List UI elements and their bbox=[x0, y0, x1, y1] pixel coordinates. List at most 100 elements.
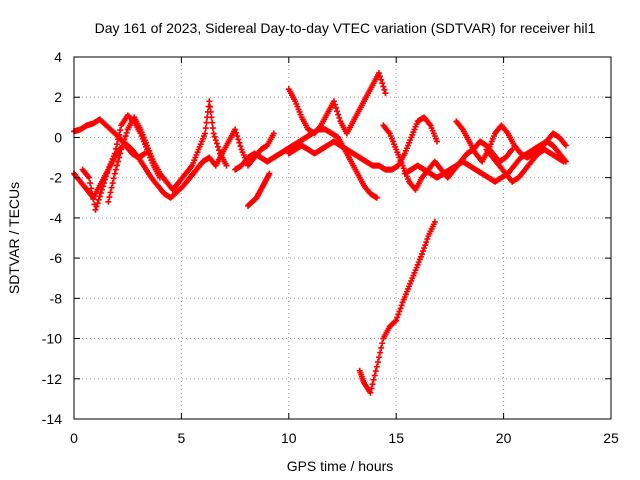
data-point bbox=[106, 194, 113, 201]
data-point bbox=[120, 139, 127, 146]
data-point bbox=[93, 203, 100, 210]
data-point bbox=[372, 368, 379, 375]
data-point bbox=[270, 130, 277, 137]
data-point bbox=[377, 349, 384, 356]
data-point bbox=[101, 180, 108, 187]
data-point bbox=[330, 98, 337, 105]
data-point bbox=[234, 133, 241, 140]
series-arc-n bbox=[483, 146, 567, 185]
data-point bbox=[398, 302, 405, 309]
data-point bbox=[376, 354, 383, 361]
data-point bbox=[368, 385, 375, 392]
data-point bbox=[394, 314, 401, 321]
data-point bbox=[111, 150, 118, 157]
y-tick-label: -14 bbox=[42, 411, 62, 427]
x-axis-label: GPS time / hours bbox=[287, 458, 394, 474]
y-tick-label: -8 bbox=[50, 290, 63, 306]
data-point bbox=[333, 104, 340, 111]
data-point bbox=[378, 344, 385, 351]
data-point bbox=[382, 90, 389, 97]
data-point bbox=[369, 381, 376, 388]
data-point bbox=[209, 125, 216, 132]
data-point bbox=[376, 70, 383, 77]
data-point bbox=[115, 158, 122, 165]
data-point bbox=[223, 162, 230, 169]
data-point bbox=[94, 200, 101, 207]
data-point bbox=[379, 80, 386, 87]
data-point bbox=[213, 140, 220, 147]
data-point bbox=[560, 158, 567, 165]
x-tick-label: 10 bbox=[281, 430, 297, 446]
data-point bbox=[110, 175, 117, 182]
data-point bbox=[232, 126, 239, 133]
chart-title: Day 161 of 2023, Sidereal Day-to-day VTE… bbox=[95, 20, 596, 36]
data-point bbox=[115, 136, 122, 143]
series-arc-e bbox=[186, 126, 277, 181]
data-point bbox=[103, 173, 110, 180]
data-point bbox=[86, 174, 93, 181]
data-point bbox=[105, 198, 112, 205]
data-point bbox=[118, 146, 125, 153]
data-point bbox=[423, 239, 430, 246]
data-point bbox=[392, 318, 399, 325]
data-point bbox=[98, 186, 105, 193]
data-point bbox=[207, 108, 214, 115]
data-point bbox=[393, 317, 400, 324]
data-point bbox=[121, 136, 128, 143]
series-arc-f bbox=[244, 170, 273, 209]
data-point bbox=[509, 146, 516, 153]
data-point bbox=[203, 119, 210, 126]
data-point bbox=[214, 143, 221, 150]
data-point bbox=[434, 138, 441, 145]
data-point bbox=[117, 127, 124, 134]
data-point bbox=[370, 376, 377, 383]
data-point bbox=[99, 183, 106, 190]
data-point bbox=[208, 114, 215, 121]
series-arc-d bbox=[105, 98, 230, 205]
data-point bbox=[116, 131, 123, 138]
data-point bbox=[92, 206, 99, 213]
y-tick-label: 0 bbox=[54, 129, 62, 145]
data-point bbox=[211, 133, 218, 140]
data-point bbox=[374, 359, 381, 366]
data-point bbox=[237, 143, 244, 150]
data-point bbox=[233, 129, 240, 136]
data-point bbox=[212, 137, 219, 144]
y-tick-label: -4 bbox=[50, 210, 63, 226]
data-point bbox=[104, 169, 111, 176]
data-point bbox=[371, 372, 378, 379]
data-point bbox=[236, 139, 243, 146]
data-points bbox=[71, 70, 569, 396]
data-point bbox=[95, 196, 102, 203]
data-point bbox=[215, 147, 222, 154]
data-point bbox=[210, 130, 217, 137]
data-point bbox=[202, 125, 209, 132]
axis-ticks: 0 5 10 15 20 25 -14 -12 -10 -8 -6 -4 -2 0 2 4 bbox=[42, 49, 619, 446]
data-point bbox=[395, 311, 402, 318]
data-point bbox=[420, 248, 427, 255]
data-point bbox=[88, 185, 95, 192]
plot-frame bbox=[73, 56, 612, 420]
data-point bbox=[141, 150, 148, 157]
data-point bbox=[378, 76, 385, 83]
y-axis-label: SDTVAR / TECUs bbox=[6, 182, 22, 294]
data-point bbox=[421, 245, 428, 252]
x-tick-label: 0 bbox=[70, 430, 78, 446]
data-point bbox=[431, 218, 438, 225]
data-point bbox=[102, 176, 109, 183]
data-point bbox=[207, 103, 214, 110]
data-point bbox=[396, 308, 403, 315]
data-point bbox=[111, 170, 118, 177]
data-point bbox=[112, 145, 119, 152]
data-point bbox=[422, 242, 429, 249]
data-point bbox=[109, 180, 116, 187]
data-point bbox=[89, 190, 96, 197]
data-point bbox=[235, 136, 242, 143]
data-point bbox=[562, 142, 569, 149]
data-point bbox=[379, 340, 386, 347]
series-arc-b bbox=[71, 140, 206, 201]
series-arc-j bbox=[356, 218, 438, 396]
data-point bbox=[97, 190, 104, 197]
data-point bbox=[122, 133, 129, 140]
